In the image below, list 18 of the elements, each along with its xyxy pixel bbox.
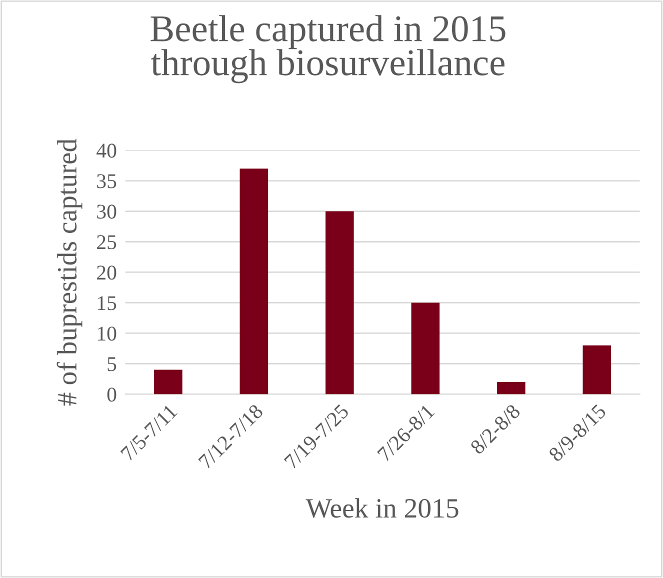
bar: [411, 302, 440, 394]
y-tick-label: 10: [98, 326, 116, 341]
y-tick-label: 15: [98, 296, 116, 310]
y-tick-label: 5: [108, 357, 116, 372]
y-tick-label: 25: [97, 235, 116, 250]
bar: [154, 370, 182, 394]
y-tick-label: 30: [97, 204, 116, 219]
y-axis-title: # of buprestids captured: [56, 138, 82, 406]
bar: [240, 168, 268, 394]
chart-title: Beetle captured in 2015 through biosurveillance: [150, 15, 506, 84]
bar: [582, 345, 612, 394]
y-tick-label: 20: [97, 266, 116, 280]
y-tick-label: 40: [96, 144, 116, 158]
y-tick-label: 35: [97, 174, 116, 188]
bar: [326, 211, 354, 394]
bar: [497, 382, 526, 394]
x-axis-title: Week in 2015: [306, 498, 458, 518]
y-tick-label: 0: [107, 388, 116, 402]
